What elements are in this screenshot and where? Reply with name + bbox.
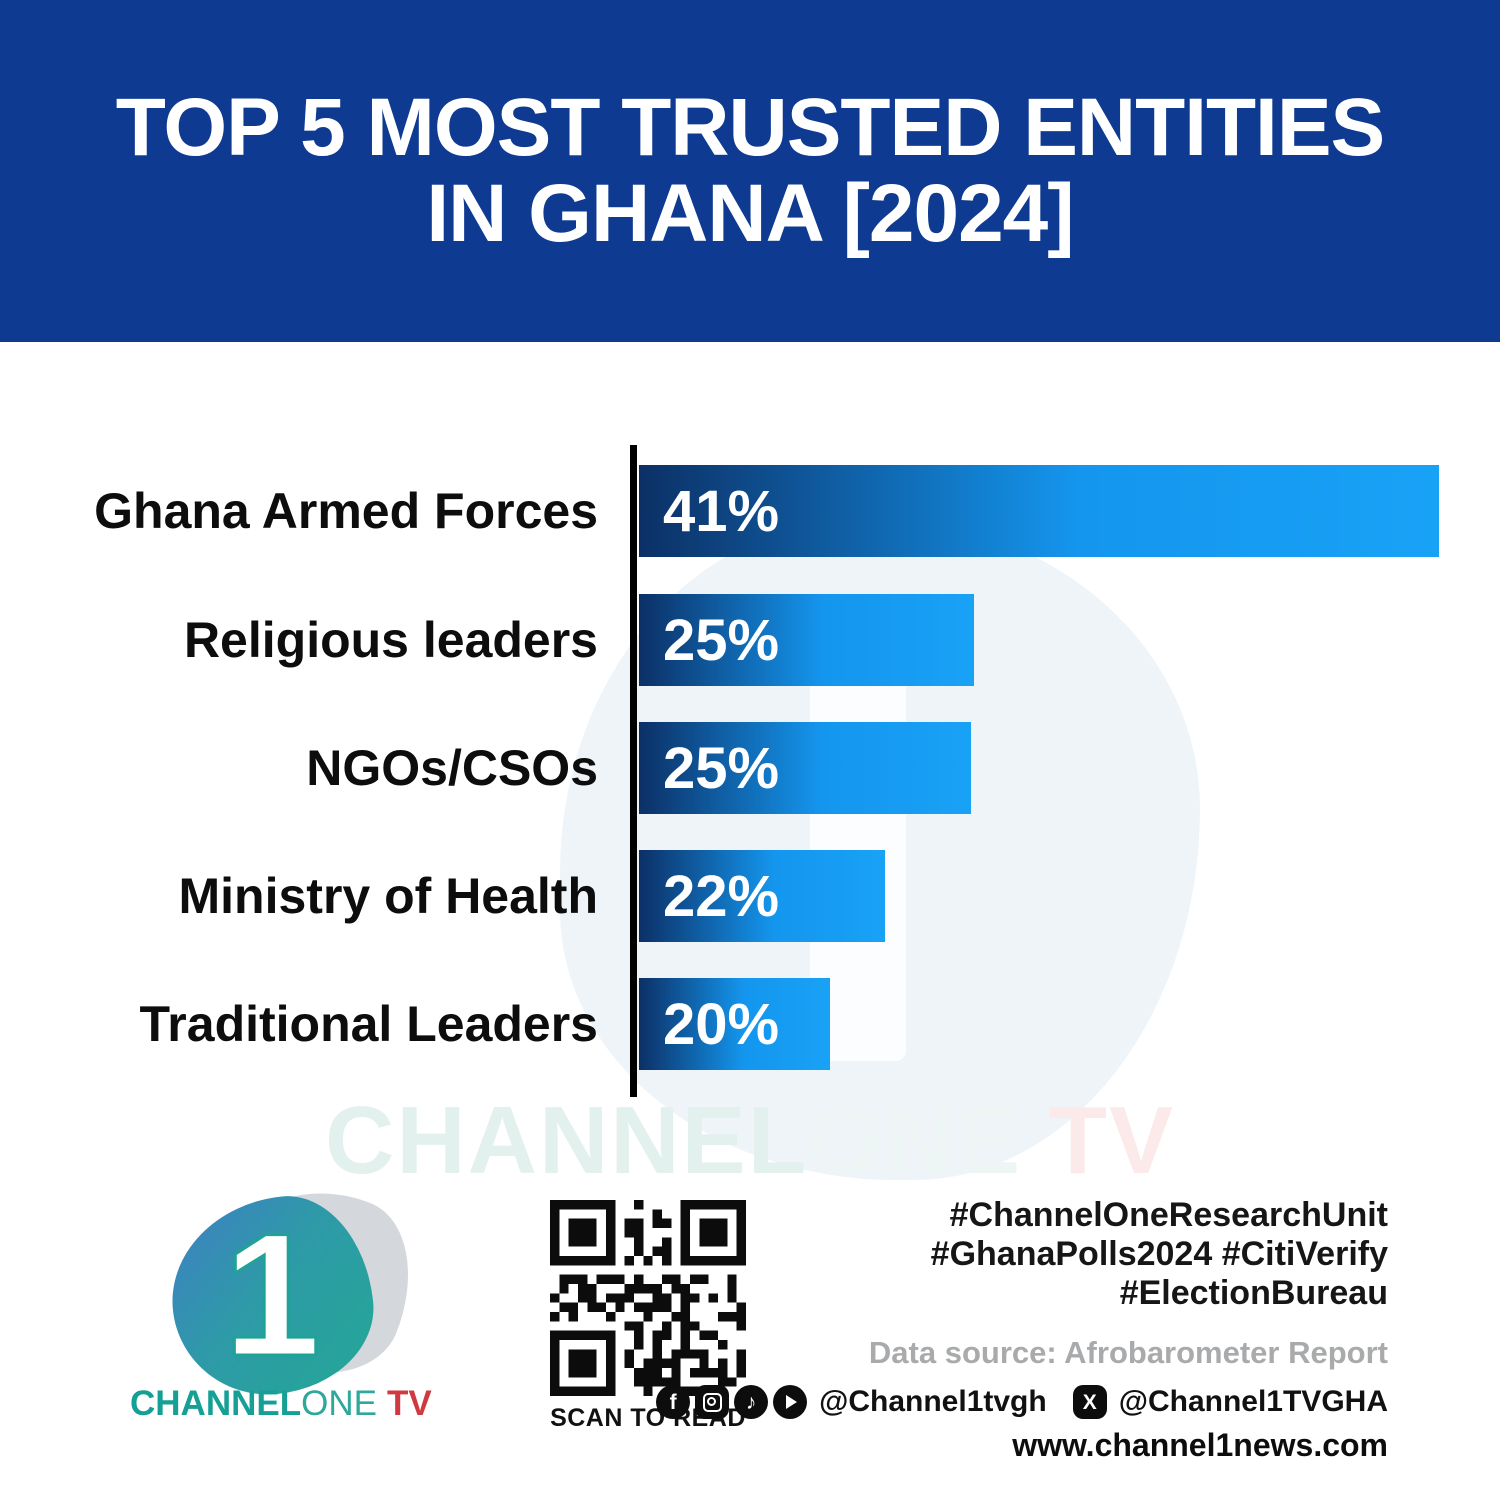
- hashtags-line1: #ChannelOneResearchUnit: [949, 1196, 1388, 1234]
- logo-numeral-1: 1: [222, 1198, 322, 1393]
- facebook-icon: f: [656, 1385, 691, 1419]
- hashtags-line3: #ElectionBureau: [1119, 1274, 1388, 1312]
- tiktok-icon: ♪: [734, 1385, 769, 1419]
- social-handle-x: @Channel1TVGHA: [1118, 1385, 1388, 1418]
- qr-code-box: [550, 1200, 746, 1396]
- bar-ministry-of-health: 22%: [639, 850, 885, 942]
- social-row: f ♪ @Channel1tvgh X @Channel1TVGHA: [656, 1385, 1388, 1419]
- youtube-icon: [773, 1385, 808, 1419]
- category-label: Religious leaders: [183, 612, 598, 668]
- logo-wordmark: CHANNELONE TV: [130, 1384, 432, 1423]
- category-label: Ministry of Health: [178, 868, 598, 924]
- page-title-line1: TOP 5 MOST TRUSTED ENTITIES: [115, 81, 1385, 173]
- bar-row: Ministry of Health 22%: [0, 850, 1500, 942]
- chart-axis: [630, 445, 637, 1097]
- footer-meta: #ChannelOneResearchUnit #GhanaPolls2024 …: [656, 1196, 1388, 1464]
- category-label: Ghana Armed Forces: [94, 483, 598, 539]
- bar-religious-leaders: 25%: [639, 594, 974, 686]
- instagram-icon: [695, 1385, 730, 1419]
- channel-one-logo: 1 CHANNELONE TV: [130, 1159, 438, 1442]
- value-label: 41%: [663, 478, 780, 544]
- social-handle-main: @Channel1tvgh: [819, 1385, 1047, 1418]
- bar-row: Traditional Leaders 20%: [0, 978, 1500, 1070]
- website-url: www.channel1news.com: [1012, 1427, 1388, 1463]
- bar-row: NGOs/CSOs 25%: [0, 722, 1500, 814]
- hashtags-line2: #GhanaPolls2024 #CitiVerify: [930, 1235, 1388, 1273]
- bar-row: Ghana Armed Forces 41%: [0, 465, 1500, 557]
- value-label: 20%: [663, 991, 780, 1057]
- category-label: NGOs/CSOs: [306, 740, 598, 796]
- page-title-line2: IN GHANA [2024]: [426, 168, 1074, 259]
- page-title: TOP 5 MOST TRUSTED ENTITIES IN GHANA [20…: [115, 81, 1385, 259]
- category-label: Traditional Leaders: [139, 996, 598, 1052]
- data-source: Data source: Afrobarometer Report: [868, 1335, 1388, 1370]
- header-banner: TOP 5 MOST TRUSTED ENTITIES IN GHANA [20…: [0, 0, 1500, 342]
- value-label: 25%: [663, 735, 780, 801]
- x-icon: X: [1072, 1385, 1107, 1419]
- bar-traditional-leaders: 20%: [639, 978, 830, 1070]
- bar-ngos-csos: 25%: [639, 722, 971, 814]
- bar-row: Religious leaders 25%: [0, 594, 1500, 686]
- value-label: 22%: [663, 863, 780, 929]
- bar-ghana-armed-forces: 41%: [639, 465, 1439, 557]
- value-label: 25%: [663, 607, 780, 673]
- qr-code: [550, 1200, 746, 1396]
- channel-one-tv-watermark: CHANNELONE TV: [324, 1087, 1175, 1194]
